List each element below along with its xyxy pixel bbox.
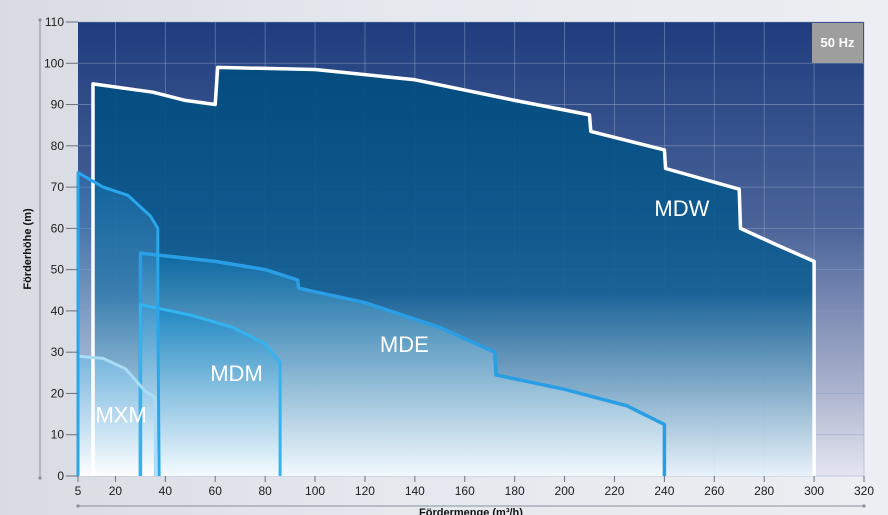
outline-mdm bbox=[138, 303, 282, 476]
y-axis-start-dot bbox=[38, 476, 42, 480]
x-tick-label: 80 bbox=[258, 484, 272, 498]
x-tick-label: 200 bbox=[555, 484, 575, 498]
y-tick-label: 70 bbox=[51, 180, 65, 194]
x-tick-label: 180 bbox=[505, 484, 525, 498]
x-tick-label: 100 bbox=[305, 484, 325, 498]
y-tick-label: 110 bbox=[45, 15, 64, 29]
y-tick-labels: 0 10 20 30 40 50 60 70 80 90 100 110 bbox=[44, 15, 78, 483]
x-tick-labels: 5 20 40 60 80 100 120 140 160 180 200 220 240 260 280 3… bbox=[75, 476, 874, 498]
region-label-mde: MDE bbox=[380, 332, 429, 357]
frequency-badge: 50 Hz bbox=[812, 23, 863, 63]
x-tick-label: 40 bbox=[159, 484, 173, 498]
x-axis-title: Fördermenge (m³/h) bbox=[419, 507, 523, 515]
x-tick-label: 20 bbox=[109, 484, 123, 498]
axes bbox=[38, 18, 866, 508]
region-label-mdm: MDM bbox=[210, 361, 263, 386]
x-axis-start-dot bbox=[76, 504, 80, 508]
outline-pump4 bbox=[76, 171, 161, 477]
y-tick-label: 30 bbox=[51, 345, 65, 359]
y-axis-end-dot bbox=[38, 18, 42, 22]
x-tick-label: 320 bbox=[854, 484, 874, 498]
y-tick-label: 60 bbox=[51, 221, 65, 235]
x-tick-label: 260 bbox=[704, 484, 724, 498]
y-tick-label: 100 bbox=[44, 56, 64, 70]
x-tick-label: 140 bbox=[405, 484, 425, 498]
frequency-badge-box bbox=[812, 23, 863, 63]
region-label-mdw: MDW bbox=[654, 196, 709, 221]
curve-outlines bbox=[76, 65, 816, 477]
x-tick-label: 280 bbox=[754, 484, 774, 498]
x-tick-label: 300 bbox=[804, 484, 824, 498]
x-tick-label: 160 bbox=[455, 484, 475, 498]
x-tick-label: 5 bbox=[75, 484, 82, 498]
y-tick-label: 40 bbox=[51, 304, 65, 318]
outline-mdw bbox=[91, 65, 816, 476]
y-tick-label: 80 bbox=[51, 139, 65, 153]
x-tick-label: 60 bbox=[209, 484, 223, 498]
x-tick-label: 120 bbox=[355, 484, 375, 498]
y-tick-label: 50 bbox=[51, 263, 65, 277]
region-pump4 bbox=[78, 172, 160, 476]
y-tick-label: 90 bbox=[51, 98, 65, 112]
region-mdm bbox=[140, 304, 281, 476]
frequency-badge-text: 50 Hz bbox=[821, 35, 855, 50]
x-axis-end-dot bbox=[862, 504, 866, 508]
y-tick-label: 20 bbox=[51, 386, 65, 400]
y-axis-title: Förderhöhe (m) bbox=[22, 208, 34, 290]
x-tick-label: 220 bbox=[604, 484, 624, 498]
y-tick-label: 0 bbox=[57, 469, 64, 483]
y-tick-label: 10 bbox=[51, 428, 65, 442]
x-tick-label: 240 bbox=[654, 484, 674, 498]
outline-mde bbox=[138, 251, 667, 476]
region-label-mxm: MXM bbox=[95, 402, 146, 427]
region-labels: MDW MDE MDM MXM bbox=[95, 196, 709, 427]
